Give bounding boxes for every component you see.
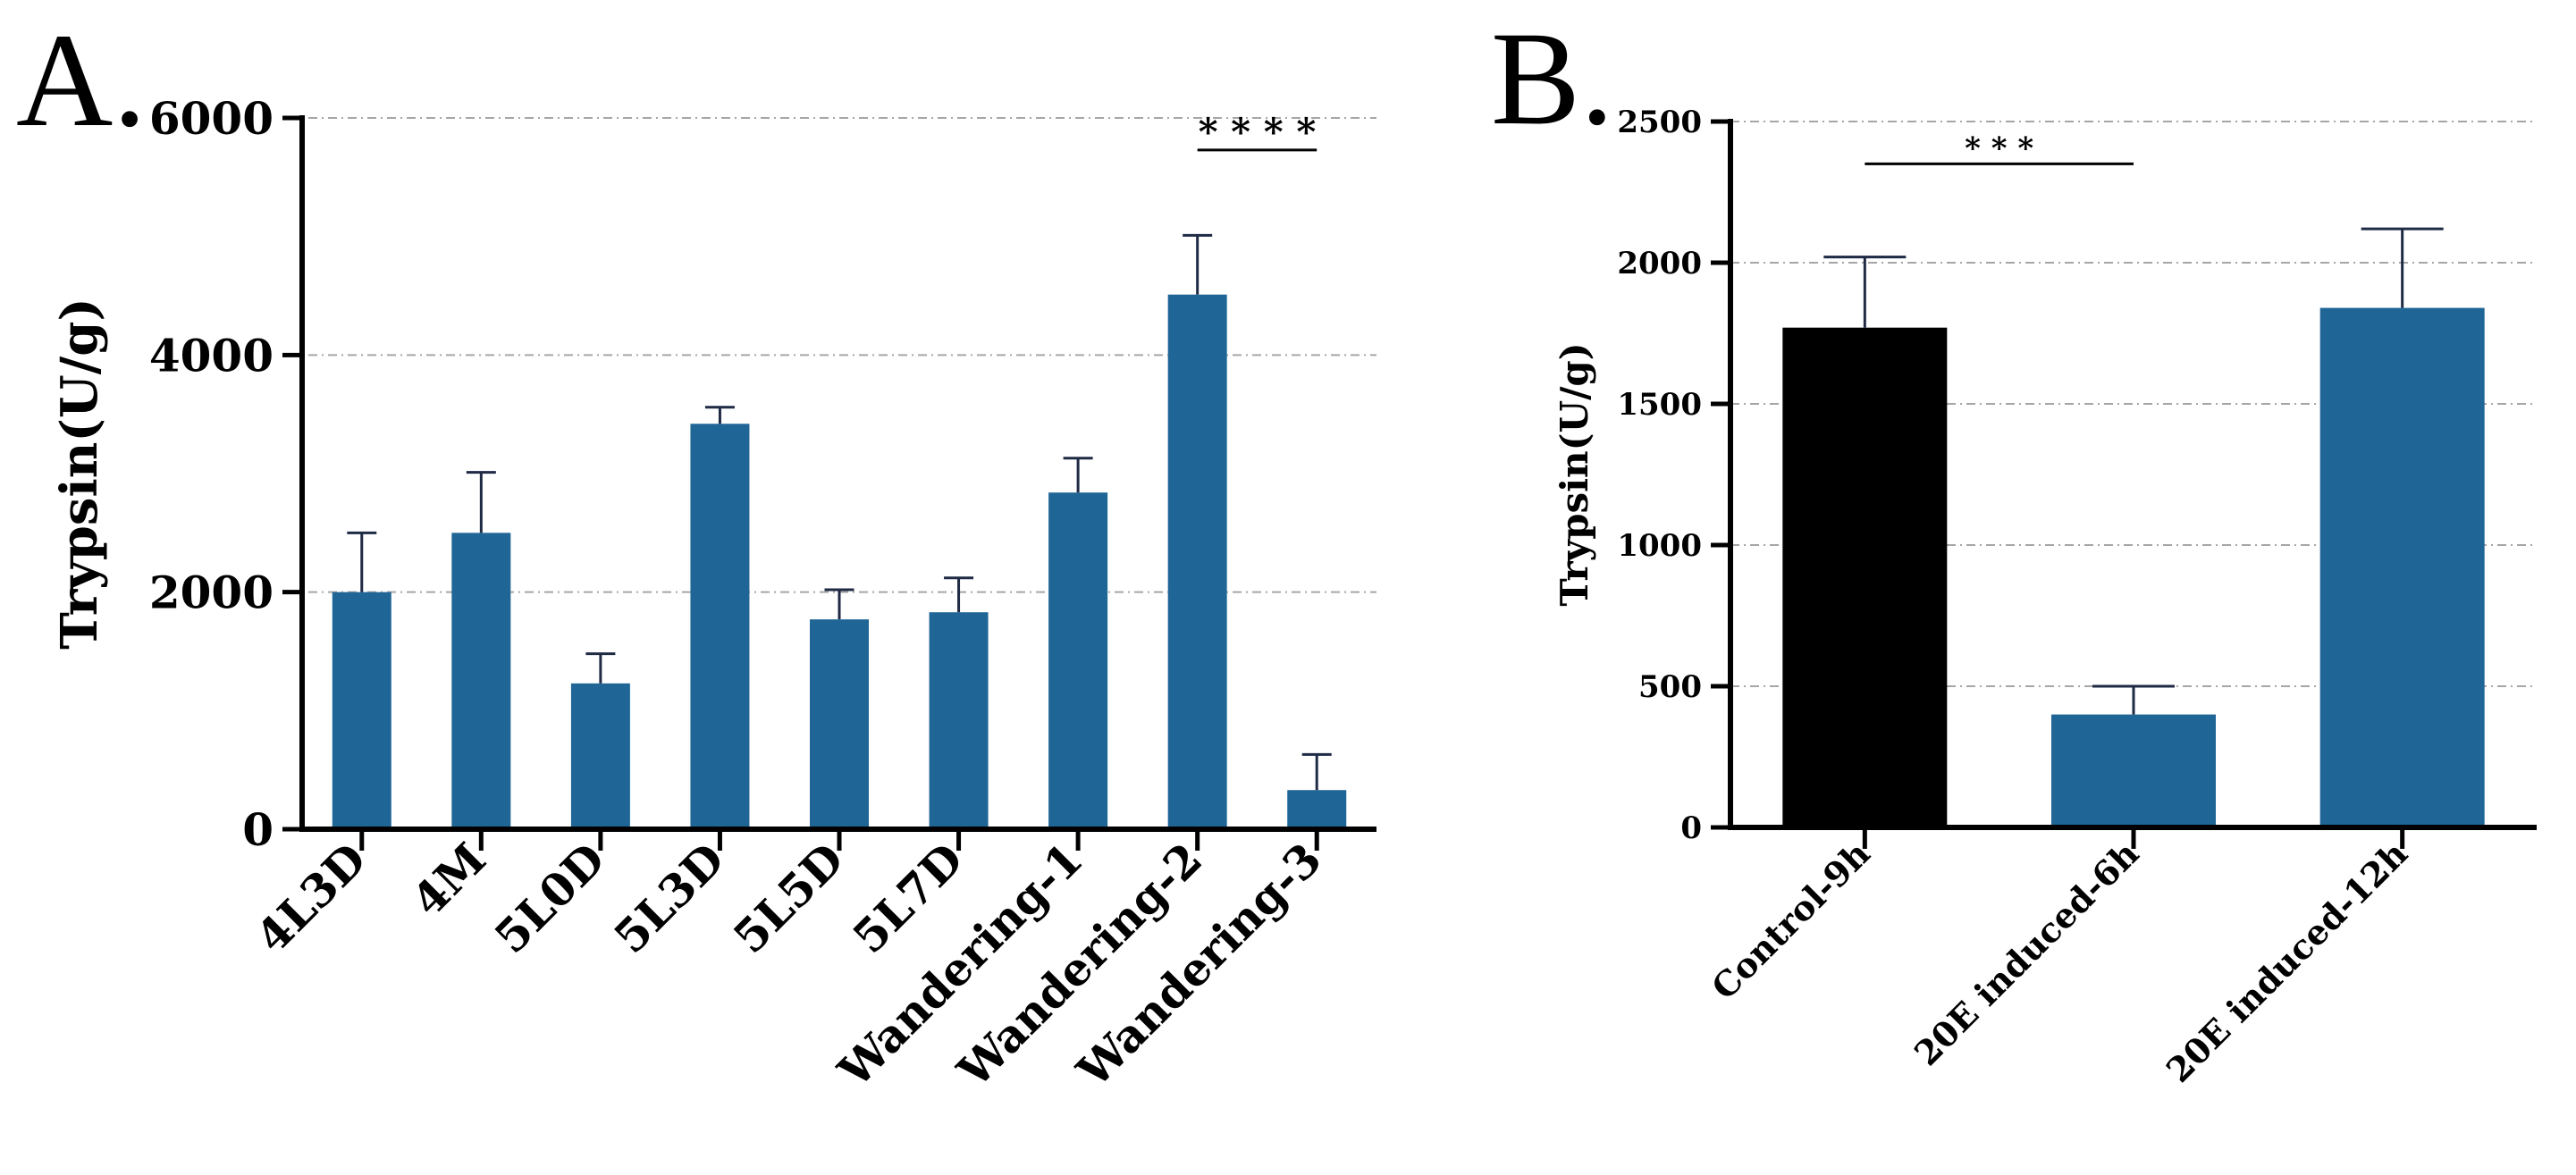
- bar-a-5: [929, 612, 989, 829]
- y-tick-label-b-2: 1000: [1617, 528, 1702, 564]
- panel-label-a: A.: [16, 6, 147, 155]
- y-tick-label-a-1: 2000: [149, 567, 274, 619]
- y-tick-label-a-3: 6000: [149, 92, 274, 145]
- bar-a-0: [332, 592, 391, 829]
- bar-a-4: [810, 619, 869, 829]
- significance-label-a-0: * * * *: [1199, 110, 1317, 154]
- bar-b-0: [1782, 327, 1948, 827]
- bar-a-1: [451, 533, 511, 829]
- y-tick-label-b-5: 2500: [1617, 105, 1702, 140]
- y-tick-label-a-0: 0: [242, 803, 274, 856]
- x-tick-label-b-1: 20E induced-6h: [1907, 834, 2147, 1074]
- y-tick-label-b-1: 500: [1638, 669, 1702, 705]
- panel-label-b: B.: [1491, 4, 1614, 153]
- y-axis-title-b: Trypsin(U/g): [1553, 342, 1596, 606]
- y-axis-title-a: Trypsin(U/g): [50, 298, 109, 650]
- bar-a-3: [690, 424, 750, 829]
- y-tick-label-b-3: 1500: [1617, 387, 1702, 423]
- significance-label-b-0: * * *: [1965, 130, 2033, 166]
- bar-a-2: [570, 683, 630, 829]
- x-tick-label-a-3: 5L3D: [603, 833, 734, 963]
- bar-a-8: [1287, 790, 1347, 829]
- x-tick-label-a-2: 5L0D: [484, 833, 615, 963]
- x-tick-label-a-4: 5L5D: [723, 833, 854, 963]
- x-tick-label-b-2: 20E induced-12h: [2159, 834, 2415, 1090]
- y-tick-label-a-2: 4000: [149, 329, 274, 382]
- bar-b-2: [2319, 307, 2485, 827]
- y-tick-label-b-4: 2000: [1617, 246, 1702, 281]
- bar-a-7: [1167, 294, 1227, 829]
- bar-b-1: [2051, 714, 2216, 827]
- bar-a-6: [1048, 492, 1108, 829]
- y-tick-label-b-0: 0: [1680, 810, 1702, 846]
- x-tick-label-b-0: Control-9h: [1704, 834, 1878, 1008]
